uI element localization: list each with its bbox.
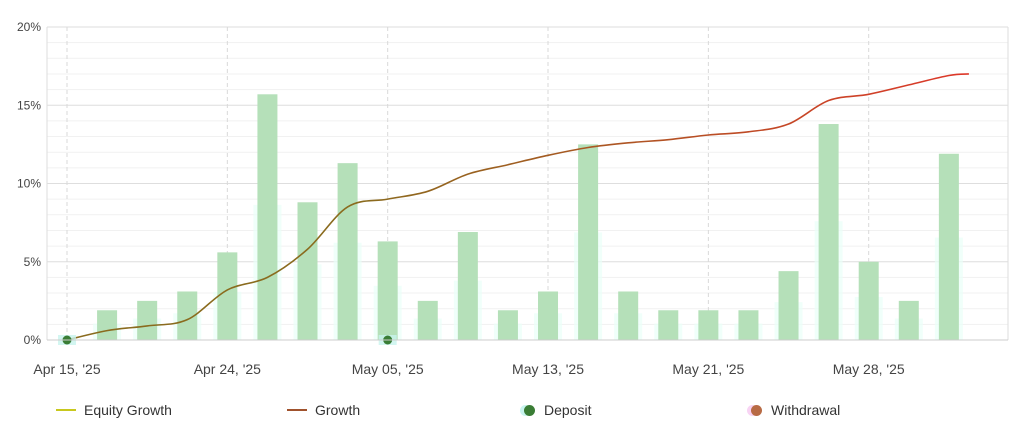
equity-growth-bar [538, 291, 559, 340]
equity-growth-bar [898, 300, 919, 340]
y-tick-label: 0% [24, 333, 42, 347]
legend-item-withdrawal[interactable]: Withdrawal [751, 398, 840, 422]
y-tick-label: 20% [17, 20, 41, 34]
legend-item-equity-growth[interactable]: Equity Growth [56, 398, 172, 422]
equity-growth-bar [137, 300, 158, 340]
legend-label: Equity Growth [84, 402, 172, 418]
equity-growth-chart: 0% 5% 10% 15% 20% Apr 15, '25 Apr 24, '25 May 0… [17, 20, 1009, 377]
y-tick-label: 15% [17, 98, 41, 112]
withdrawal-swatch [751, 404, 762, 416]
equity-growth-bar [457, 232, 478, 340]
equity-growth-bar [417, 300, 438, 340]
equity-growth-bars [93, 94, 963, 340]
x-tick-label: Apr 15, '25 [33, 361, 100, 377]
equity-growth-bar [578, 144, 599, 340]
axes: 0% 5% 10% 15% 20% Apr 15, '25 Apr 24, '25 May 0… [17, 20, 1009, 377]
equity-growth-swatch [56, 409, 76, 411]
equity-growth-bar [217, 252, 238, 340]
equity-growth-bar [497, 310, 518, 340]
equity-growth-bar [257, 94, 278, 340]
growth-swatch [287, 409, 307, 411]
chart-legend: Equity Growth Growth Deposit Withdrawal [0, 398, 1024, 422]
growth-line [66, 73, 969, 341]
equity-growth-bar [97, 310, 118, 340]
y-tick-label: 10% [17, 177, 41, 191]
x-tick-label: May 05, '25 [352, 361, 424, 377]
equity-growth-bar [938, 153, 959, 340]
deposit-swatch [524, 404, 535, 416]
x-tick-label: May 21, '25 [672, 361, 744, 377]
equity-growth-bar [377, 241, 398, 340]
x-tick-label: Apr 24, '25 [194, 361, 261, 377]
legend-item-growth[interactable]: Growth [287, 398, 360, 422]
legend-label: Deposit [544, 402, 592, 418]
equity-growth-bar [658, 310, 679, 340]
equity-growth-bar [618, 291, 639, 340]
legend-label: Withdrawal [771, 402, 841, 418]
x-tick-label: May 13, '25 [512, 361, 584, 377]
equity-growth-bar [858, 261, 879, 340]
growth-line-layer [66, 73, 969, 341]
legend-item-deposit[interactable]: Deposit [524, 398, 591, 422]
equity-growth-bar [698, 310, 719, 340]
equity-growth-bar [337, 163, 358, 340]
equity-growth-bar [297, 202, 318, 340]
legend-label: Growth [315, 402, 361, 418]
equity-growth-bar [778, 271, 799, 340]
equity-growth-bar [738, 310, 759, 340]
equity-growth-bar [177, 291, 198, 340]
equity-growth-bar [818, 124, 839, 340]
y-tick-label: 5% [24, 255, 42, 269]
x-tick-label: May 28, '25 [833, 361, 905, 377]
